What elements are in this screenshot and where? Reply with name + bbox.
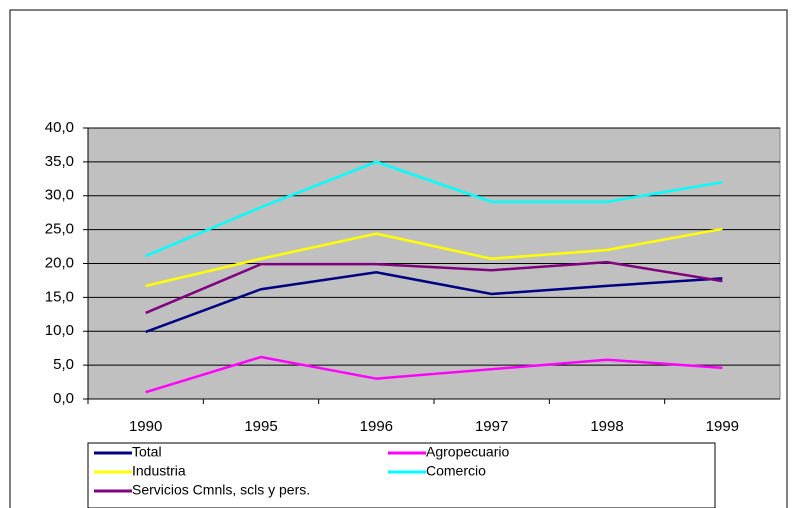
y-tick-label: 35,0 bbox=[45, 153, 74, 170]
legend-label: Agropecuario bbox=[426, 444, 509, 460]
x-tick-label: 1990 bbox=[129, 418, 162, 435]
y-tick-label: 15,0 bbox=[45, 288, 74, 305]
legend-label: Total bbox=[132, 444, 162, 460]
y-tick-label: 10,0 bbox=[45, 322, 74, 339]
x-tick-label: 1996 bbox=[360, 418, 393, 435]
chart-frame bbox=[9, 9, 788, 508]
x-tick-label: 1995 bbox=[244, 418, 277, 435]
series-line bbox=[145, 260, 723, 315]
y-tick-label: 0,0 bbox=[53, 390, 74, 407]
series-line bbox=[145, 227, 723, 288]
y-tick-label: 40,0 bbox=[45, 119, 74, 136]
series-line bbox=[145, 355, 723, 394]
y-tick-label: 5,0 bbox=[53, 356, 74, 373]
x-tick-label: 1999 bbox=[706, 418, 739, 435]
legend: Total Agropecuario Industria Comercio Servic… bbox=[87, 442, 716, 508]
series-line bbox=[145, 271, 723, 334]
y-tick-label: 20,0 bbox=[45, 254, 74, 271]
legend-label: Comercio bbox=[426, 463, 486, 479]
series-line bbox=[145, 160, 723, 258]
x-tick-label: 1997 bbox=[475, 418, 508, 435]
x-tick-label: 1998 bbox=[590, 418, 623, 435]
legend-label: Industria bbox=[132, 463, 186, 479]
y-tick-label: 25,0 bbox=[45, 221, 74, 238]
legend-label: Servicios Cmnls, scls y pers. bbox=[132, 482, 310, 498]
y-tick-label: 30,0 bbox=[45, 187, 74, 204]
